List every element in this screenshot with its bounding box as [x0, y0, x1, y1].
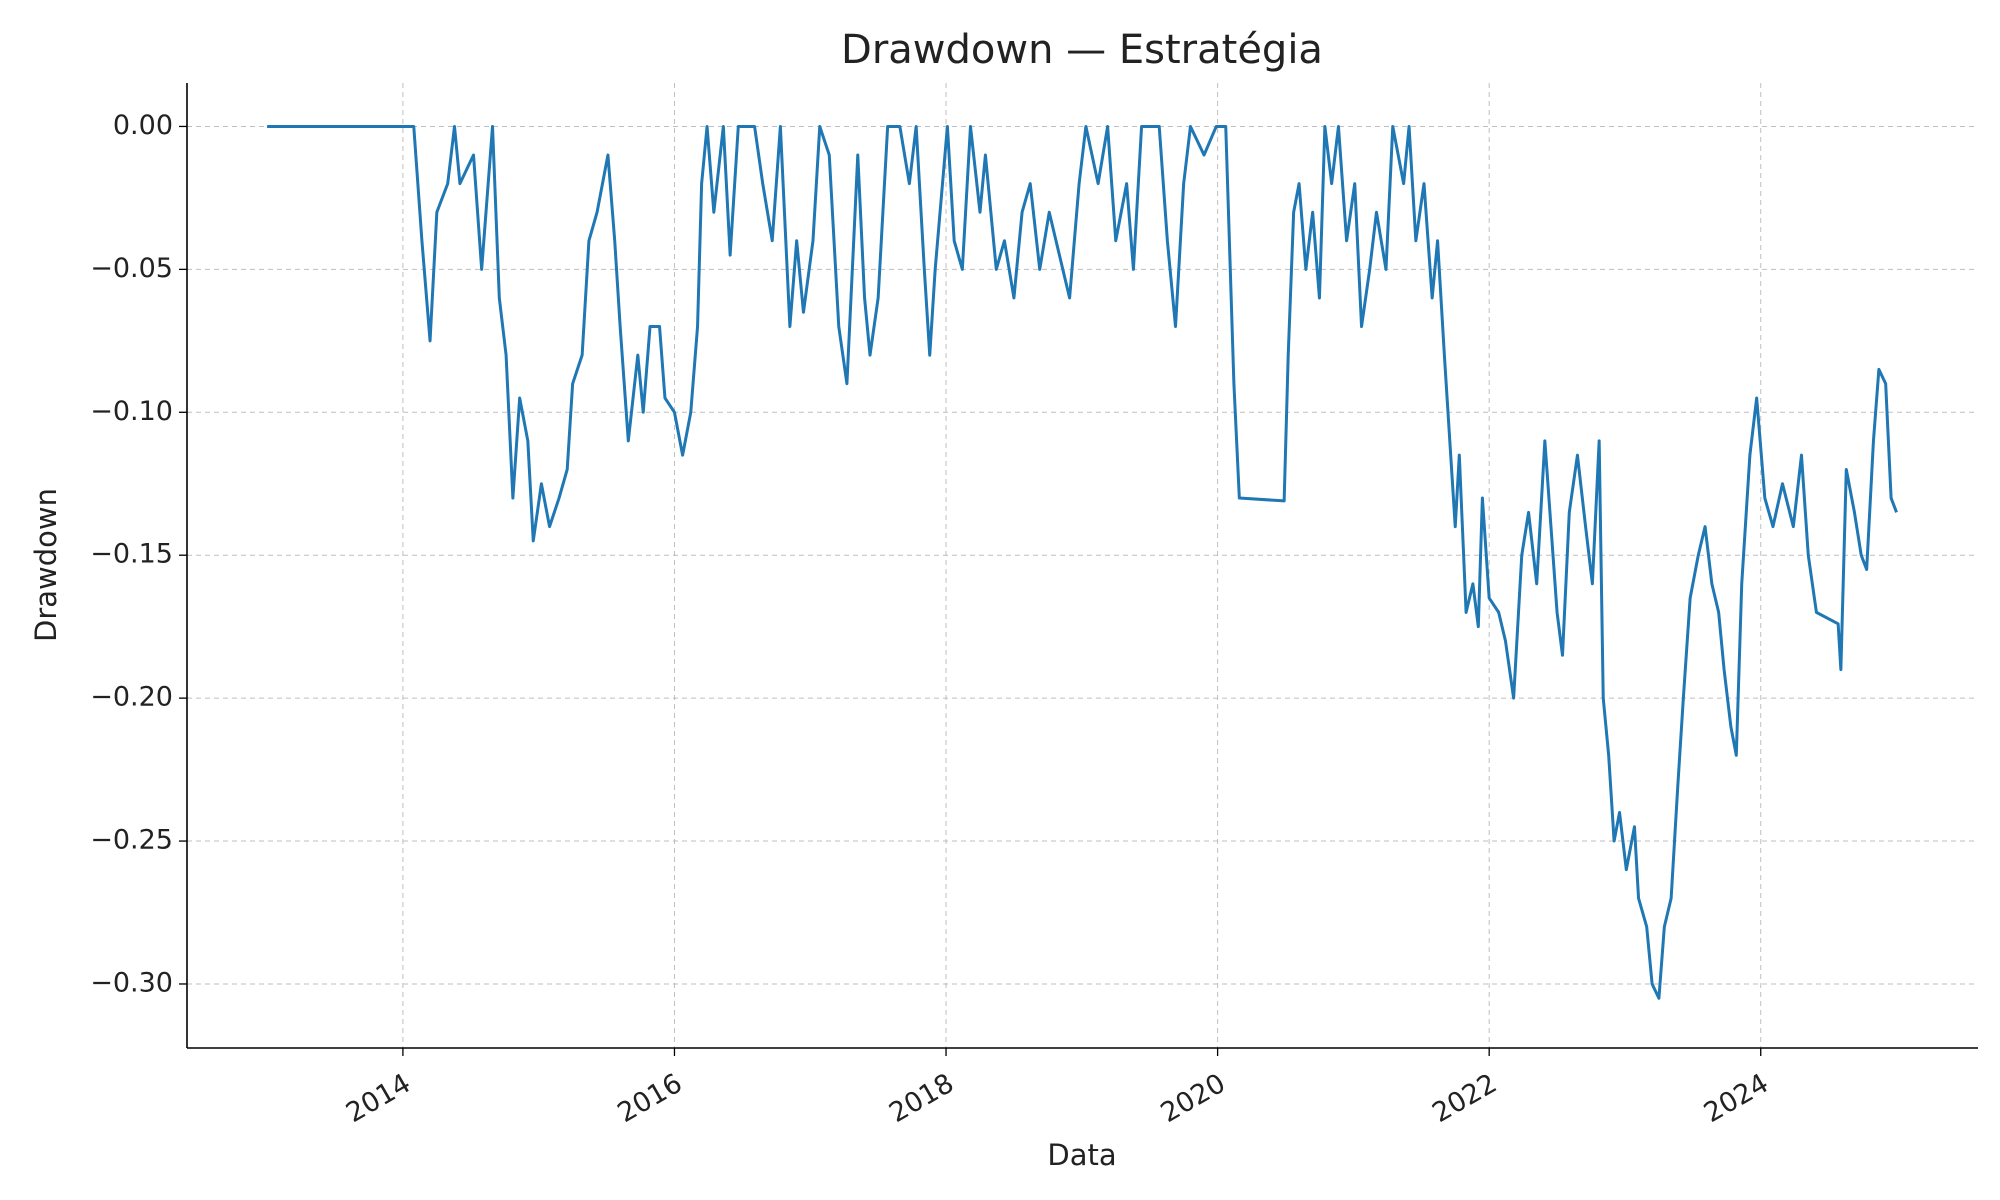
y-axis-label: Drawdown: [29, 488, 63, 642]
y-tick-label: −0.25: [90, 825, 173, 856]
x-tick-label: 2024: [1699, 1068, 1774, 1129]
drawdown-line: [267, 124, 1898, 1000]
y-tick-label: −0.30: [90, 967, 173, 998]
y-tick-label: −0.15: [90, 539, 173, 570]
chart-title: Drawdown — Estratégia: [841, 27, 1323, 73]
x-tick-label: 2022: [1427, 1068, 1502, 1129]
y-tick-label: 0.00: [113, 110, 173, 141]
x-tick-label: 2018: [884, 1068, 959, 1129]
y-tick-label: −0.20: [90, 682, 173, 713]
y-tick-label: −0.10: [90, 396, 173, 427]
x-tick-label: 2014: [341, 1068, 416, 1129]
x-axis-label: Data: [1047, 1138, 1116, 1172]
x-tick-label: 2016: [613, 1068, 688, 1129]
x-tick-label: 2020: [1156, 1068, 1231, 1129]
y-tick-label: −0.05: [90, 253, 173, 284]
